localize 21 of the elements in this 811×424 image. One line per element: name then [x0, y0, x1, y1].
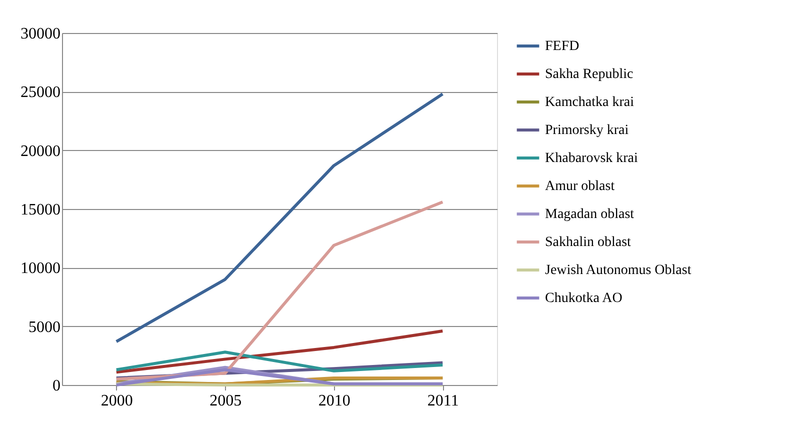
y-tick-label: 15000	[20, 202, 60, 218]
y-tick-label: 5000	[28, 318, 60, 336]
y-tick-label: 0	[52, 378, 60, 394]
y-tick-label: 25000	[20, 84, 60, 102]
x-tick-label: 2000	[100, 392, 133, 410]
legend-label: Kamchatka krai	[545, 95, 634, 110]
legend-label: Sakhalin oblast	[545, 235, 632, 250]
x-tick-label: 2010	[318, 392, 350, 410]
legend-label: Khabarovsk krai	[545, 151, 638, 166]
y-tick-label: 30000	[20, 26, 60, 42]
legend-label: FEFD	[545, 39, 580, 54]
legend-label: Primorsky krai	[545, 123, 629, 138]
legend-label: Jewish Autonomus Oblast	[545, 263, 692, 278]
x-tick-label: 2005	[210, 392, 242, 410]
legend-label: Sakha Republic	[545, 67, 634, 82]
y-tick-label: 10000	[20, 260, 60, 278]
x-tick-label: 2011	[427, 392, 459, 410]
legend-label: Amur oblast	[545, 179, 615, 194]
legend-label: Chukotka AO	[545, 291, 622, 306]
y-tick-label: 20000	[20, 142, 60, 160]
legend-label: Magadan oblast	[545, 207, 634, 222]
